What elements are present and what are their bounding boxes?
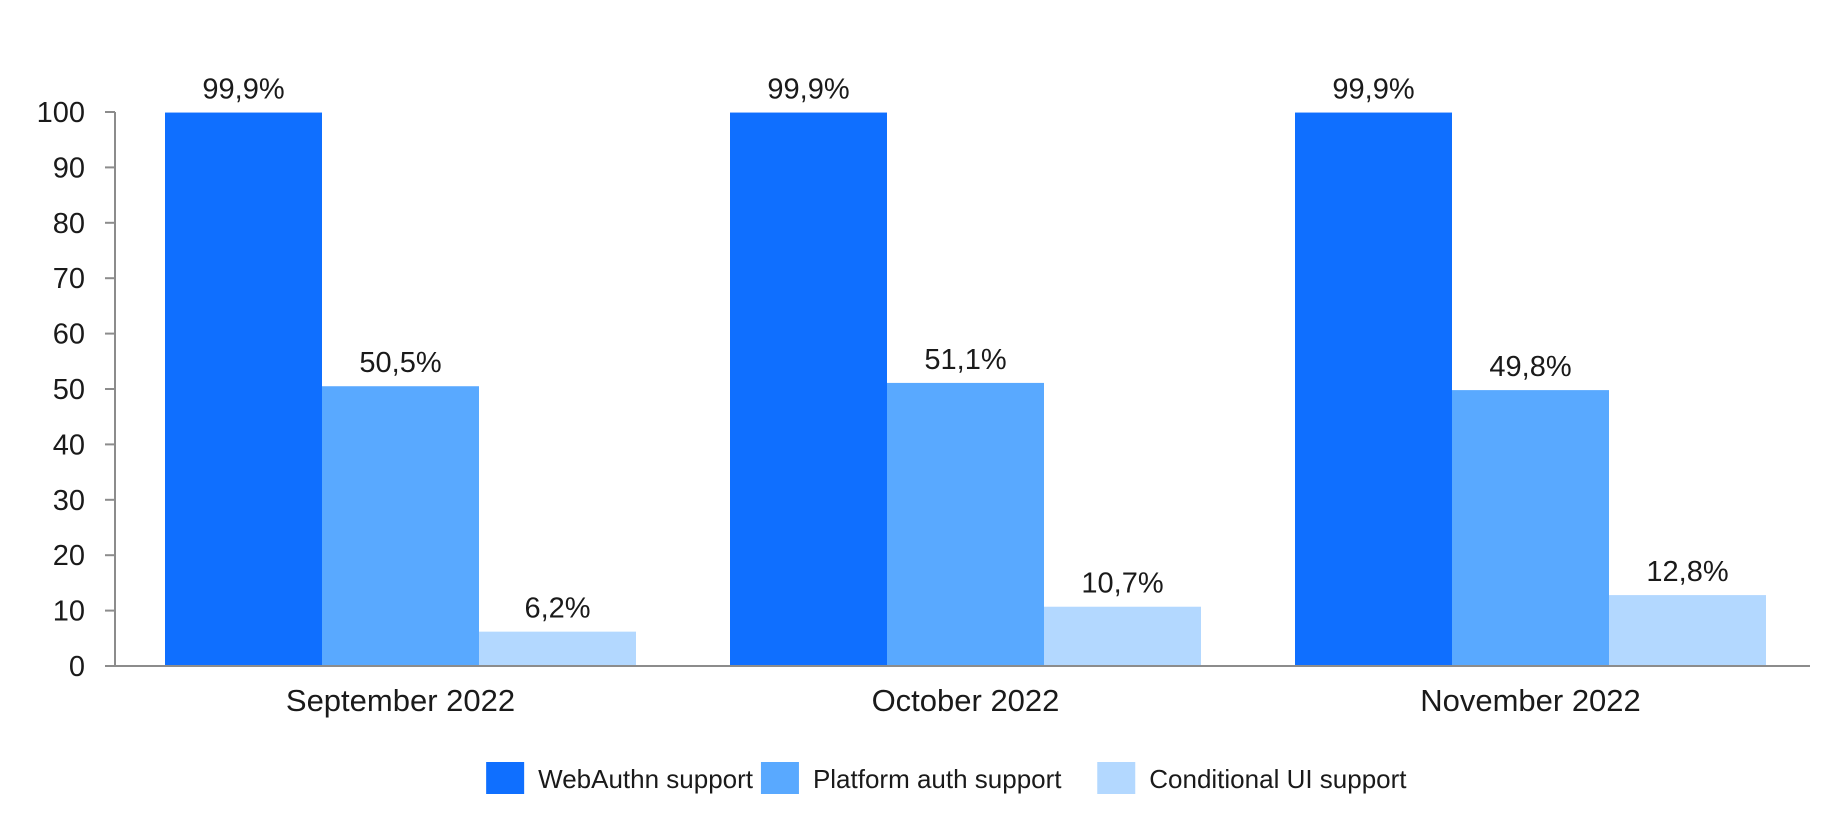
y-tick-label: 50 [53,374,85,406]
x-axis: September 2022 October 2022 November 2022 [115,665,1810,718]
y-tick-label: 30 [53,485,85,517]
bars [165,112,1766,666]
bar-webauthn-support [730,112,887,666]
bar-platform-auth-support [887,382,1044,666]
legend-swatch [760,762,799,794]
legend-swatch [1097,762,1136,794]
data-label: 99,9% [1332,74,1414,106]
data-label: 51,1% [924,344,1006,376]
y-axis: 0 10 20 30 40 50 60 70 80 90 100 [37,97,116,683]
y-tick-label: 70 [53,263,85,295]
x-category-label: September 2022 [286,683,515,718]
y-tick-label: 40 [53,429,85,461]
data-label: 10,7% [1081,568,1163,600]
y-tick-label: 80 [53,208,85,240]
data-label: 50,5% [359,347,441,379]
legend-label: Platform auth support [813,764,1062,794]
bar-platform-auth-support [1452,390,1609,666]
data-label: 99,9% [767,74,849,106]
legend-swatch [486,762,525,794]
legend: WebAuthn support Platform auth support Con… [486,762,1407,794]
y-tick-label: 20 [53,540,85,572]
y-tick-label: 100 [37,97,85,129]
bar-webauthn-support [165,112,322,666]
data-label: 12,8% [1646,556,1728,588]
y-tick-label: 10 [53,596,85,628]
bar-platform-auth-support [322,386,479,666]
data-labels: 99,9% 50,5% 6,2% 99,9% 51,1% 10,7% 99,9% 49,8% 1… [202,74,1728,625]
legend-label: Conditional UI support [1149,764,1407,794]
data-label: 49,8% [1489,351,1571,383]
x-category-label: November 2022 [1420,683,1641,718]
bar-conditional-ui-support [1609,595,1766,666]
data-label: 99,9% [202,74,284,106]
bar-conditional-ui-support [479,631,636,666]
y-tick-label: 0 [69,651,85,683]
legend-label: WebAuthn support [538,764,754,794]
bar-conditional-ui-support [1044,606,1201,666]
data-label: 6,2% [524,593,590,625]
bar-webauthn-support [1295,112,1452,666]
y-tick-label: 90 [53,152,85,184]
y-tick-label: 60 [53,319,85,351]
x-category-label: October 2022 [872,683,1060,718]
